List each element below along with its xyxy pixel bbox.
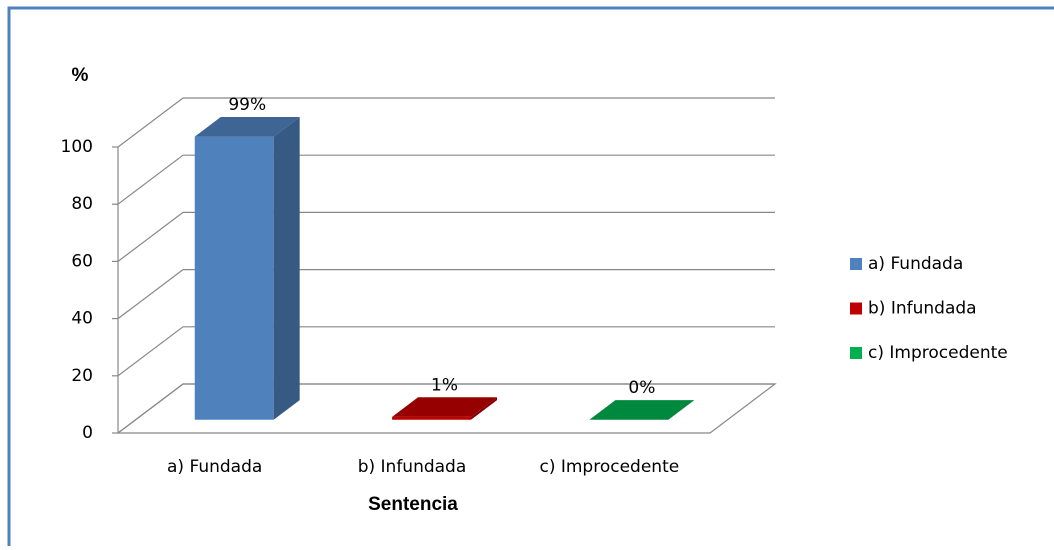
legend-label: a) Fundada xyxy=(868,254,963,274)
y-axis-label: % xyxy=(72,65,89,86)
x-axis-label: Sentencia xyxy=(368,494,458,515)
grid-line xyxy=(117,269,184,320)
bar-side xyxy=(471,397,498,420)
y-tick-label: 20 xyxy=(71,366,93,386)
y-tick-label: 0 xyxy=(82,423,93,443)
grid-line xyxy=(117,154,184,205)
value-label: 1% xyxy=(431,375,458,395)
bar-front xyxy=(194,136,274,420)
chart-frame xyxy=(7,6,1054,550)
legend-label: c) Improcedente xyxy=(868,343,1008,363)
grid-line xyxy=(117,211,184,262)
legend-swatch xyxy=(850,258,862,270)
legend-swatch xyxy=(850,347,862,359)
bar xyxy=(194,117,300,420)
legend-swatch xyxy=(850,302,862,315)
bar xyxy=(392,397,498,420)
value-label: 99% xyxy=(228,95,266,115)
y-tick-label: 60 xyxy=(71,251,93,271)
y-tick-label: 80 xyxy=(71,194,93,214)
x-tick-label: c) Improcedente xyxy=(539,457,679,477)
y-tick-label: 40 xyxy=(71,309,93,329)
x-tick-label: b) Infundada xyxy=(358,457,467,477)
grid-line xyxy=(117,383,184,434)
grid-line xyxy=(117,97,184,148)
bar-front xyxy=(392,416,472,420)
bar-top xyxy=(589,400,695,420)
legend-label: b) Infundada xyxy=(868,299,977,319)
bar xyxy=(589,400,695,420)
bar-top xyxy=(194,117,300,137)
x-tick-label: a) Fundada xyxy=(167,457,262,477)
grid-line xyxy=(117,326,184,377)
bar-top xyxy=(392,397,498,417)
value-label: 0% xyxy=(628,378,655,398)
bar-side xyxy=(273,117,300,420)
y-tick-label: 100 xyxy=(61,137,93,157)
